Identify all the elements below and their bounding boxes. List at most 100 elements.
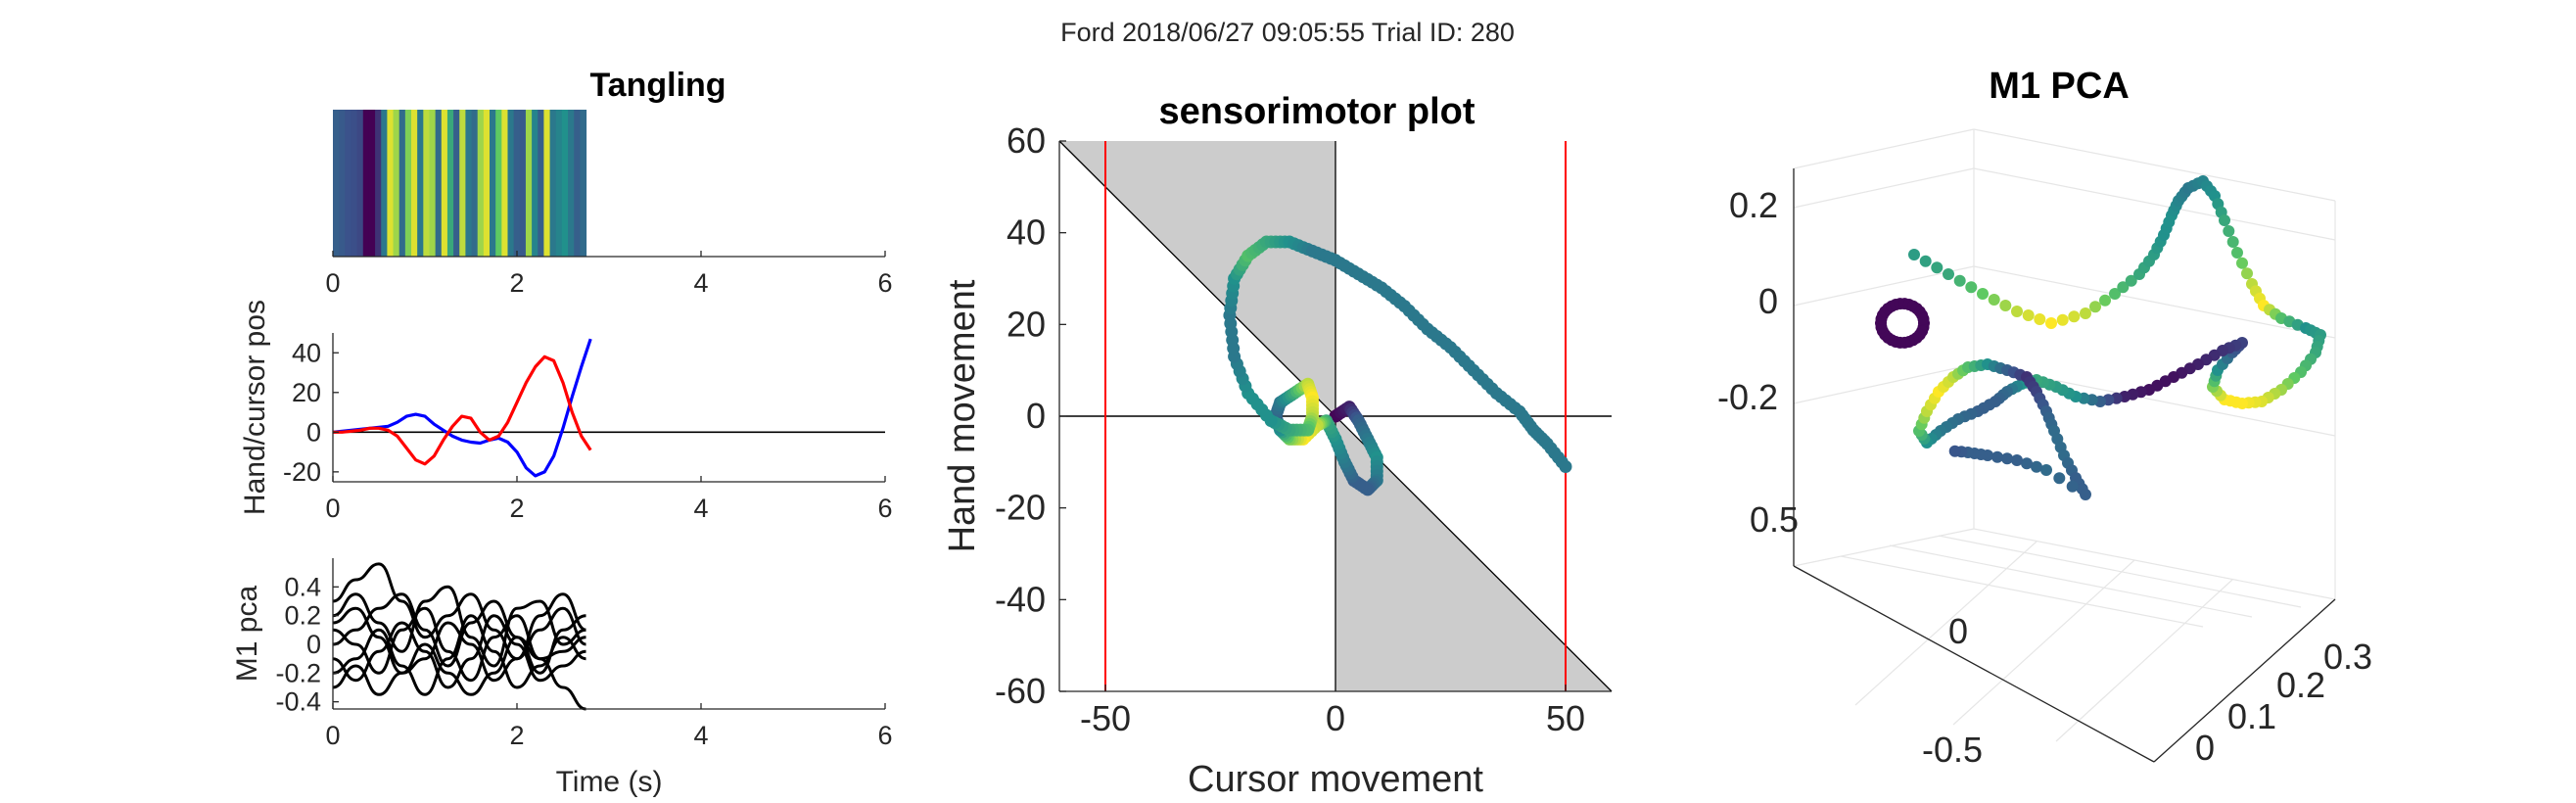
tangling-cell	[495, 110, 502, 257]
m1-pca-ticks: 0 2 4 6-0.4-0.200.20.4	[275, 572, 892, 750]
sensorimotor-y-label: 0	[1026, 396, 1046, 436]
sensorimotor-y-label: 40	[1007, 213, 1046, 253]
m1-pca-traces-panel: 0 2 4 6-0.4-0.200.20.4 M1 pca Time (s)	[231, 558, 893, 798]
m1-pca-3d-point	[1917, 312, 1930, 325]
sensorimotor-y-label: -40	[995, 579, 1046, 619]
m1-pca-3d-z-label: 0	[1758, 281, 1778, 321]
m1-pca-3d-point	[1908, 249, 1920, 260]
hand-cursor-x-label: 0	[325, 494, 340, 523]
tangling-cell	[441, 110, 448, 257]
tangling-cell	[423, 110, 431, 257]
tangling-cell	[345, 110, 352, 257]
m1-pca-3d-point	[1943, 268, 1954, 280]
m1-pca-3d-x-label: 0.2	[2276, 665, 2325, 705]
sensorimotor-panel: sensorimotor plot -50 0 50 -60 -40 -20 0 20 40 60…	[942, 91, 1613, 800]
m1-pca-trace-6	[332, 614, 586, 696]
tangling-cell	[561, 110, 569, 257]
sensorimotor-y-label: -20	[995, 488, 1046, 528]
hand-cursor-x-label: 2	[509, 494, 524, 523]
m1-pca-3d-x-label: 0	[2195, 728, 2215, 768]
m1-pca-3d-panel: M1 PCA	[1717, 66, 2372, 770]
tangling-cell	[446, 110, 454, 257]
m1-pca-y-label: -0.4	[275, 687, 321, 717]
m1-pca-3d-point	[2056, 313, 2069, 326]
m1-pca-3d-z-label: -0.2	[1717, 377, 1778, 417]
hand-cursor-x-label: 4	[693, 494, 708, 523]
hand-cursor-y-label: 20	[292, 378, 321, 407]
tangling-cell	[555, 110, 563, 257]
tangling-cell	[483, 110, 491, 257]
tangling-cell	[543, 110, 551, 257]
m1-pca-trace-5	[332, 614, 586, 689]
sensorimotor-x-label: -50	[1080, 698, 1131, 738]
tangling-cell	[404, 110, 412, 257]
m1-pca-3d-point	[2223, 225, 2235, 237]
m1-pca-y-label: 0.2	[284, 601, 321, 631]
m1-pca-3d-z-label: 0.2	[1729, 185, 1778, 225]
tangling-cell	[356, 110, 364, 257]
tangling-x-label: 0	[325, 268, 340, 298]
tangling-heatmap	[333, 110, 587, 257]
m1-pca-y-label: 0	[306, 630, 321, 659]
m1-pca-3d-point	[2080, 307, 2091, 319]
m1-pca-x-label: 2	[509, 721, 524, 750]
m1-pca-3d-point	[2021, 457, 2033, 470]
m1-pca-3d-x-label: 0.3	[2323, 637, 2372, 677]
tangling-cell	[411, 110, 418, 257]
sensorimotor-x-label: 50	[1546, 698, 1585, 738]
tangling-x-ticks: 0 2 4 6	[325, 251, 893, 298]
sensorimotor-point	[1559, 460, 1572, 474]
m1-pca-3d-point	[1931, 261, 1944, 274]
m1-pca-3d-point	[2011, 454, 2023, 466]
m1-pca-3d-point	[2226, 236, 2239, 248]
tangling-x-label: 2	[509, 268, 524, 298]
m1-pca-3d-point	[2109, 288, 2121, 300]
m1-pca-3d-point	[2045, 317, 2057, 329]
m1-pca-trace-7	[332, 606, 587, 683]
m1-pca-3d-point	[2219, 214, 2230, 226]
m1-pca-3d-y-label: 0	[1948, 611, 1968, 651]
sensorimotor-x-label: 0	[1326, 698, 1345, 738]
m1-pca-3d-point	[1965, 281, 1978, 294]
tangling-cell	[580, 110, 587, 257]
tangling-cell	[375, 110, 382, 257]
tangling-cell	[471, 110, 479, 257]
m1-pca-y-label: 0.4	[284, 572, 321, 601]
sensorimotor-ticks: -50 0 50 -60 -40 -20 0 20 40 60	[995, 120, 1585, 738]
m1-pca-3d-point	[2053, 472, 2066, 485]
hand-cursor-ylabel: Hand/cursor pos	[239, 300, 271, 515]
tangling-cell	[525, 110, 533, 257]
tangling-cell	[568, 110, 575, 257]
tangling-cell	[339, 110, 346, 257]
tangling-cell	[435, 110, 443, 257]
tangling-cell	[333, 110, 340, 257]
tangling-cell	[519, 110, 527, 257]
cursor-line	[333, 354, 592, 466]
sensorimotor-y-label: 60	[1007, 120, 1046, 161]
tangling-cell	[393, 110, 400, 257]
tangling-cell	[453, 110, 460, 257]
tangling-cell	[532, 110, 539, 257]
tangling-cell	[459, 110, 467, 257]
tangling-x-label: 4	[693, 268, 708, 298]
m1-pca-trace-8	[332, 636, 586, 711]
tangling-cell	[387, 110, 395, 257]
tangling-cell	[417, 110, 424, 257]
m1-pca-ylabel: M1 pca	[231, 586, 263, 683]
tangling-cell	[549, 110, 557, 257]
hand-cursor-y-label: -20	[283, 457, 321, 487]
tangling-x-label: 6	[877, 268, 892, 298]
m1-pca-3d-point	[1988, 294, 2000, 306]
m1-pca-3d-x-label: 0.1	[2227, 696, 2276, 736]
hand-cursor-x-label: 6	[877, 494, 892, 523]
tangling-cell	[538, 110, 545, 257]
hand-cursor-y-label: 40	[292, 338, 321, 367]
m1-pca-y-label: -0.2	[275, 658, 321, 687]
m1-pca-3d-point	[2040, 464, 2052, 476]
m1-pca-trace-2	[332, 585, 586, 668]
sensorimotor-y-label: -60	[995, 671, 1046, 711]
m1-pca-3d-point	[1991, 450, 2003, 463]
